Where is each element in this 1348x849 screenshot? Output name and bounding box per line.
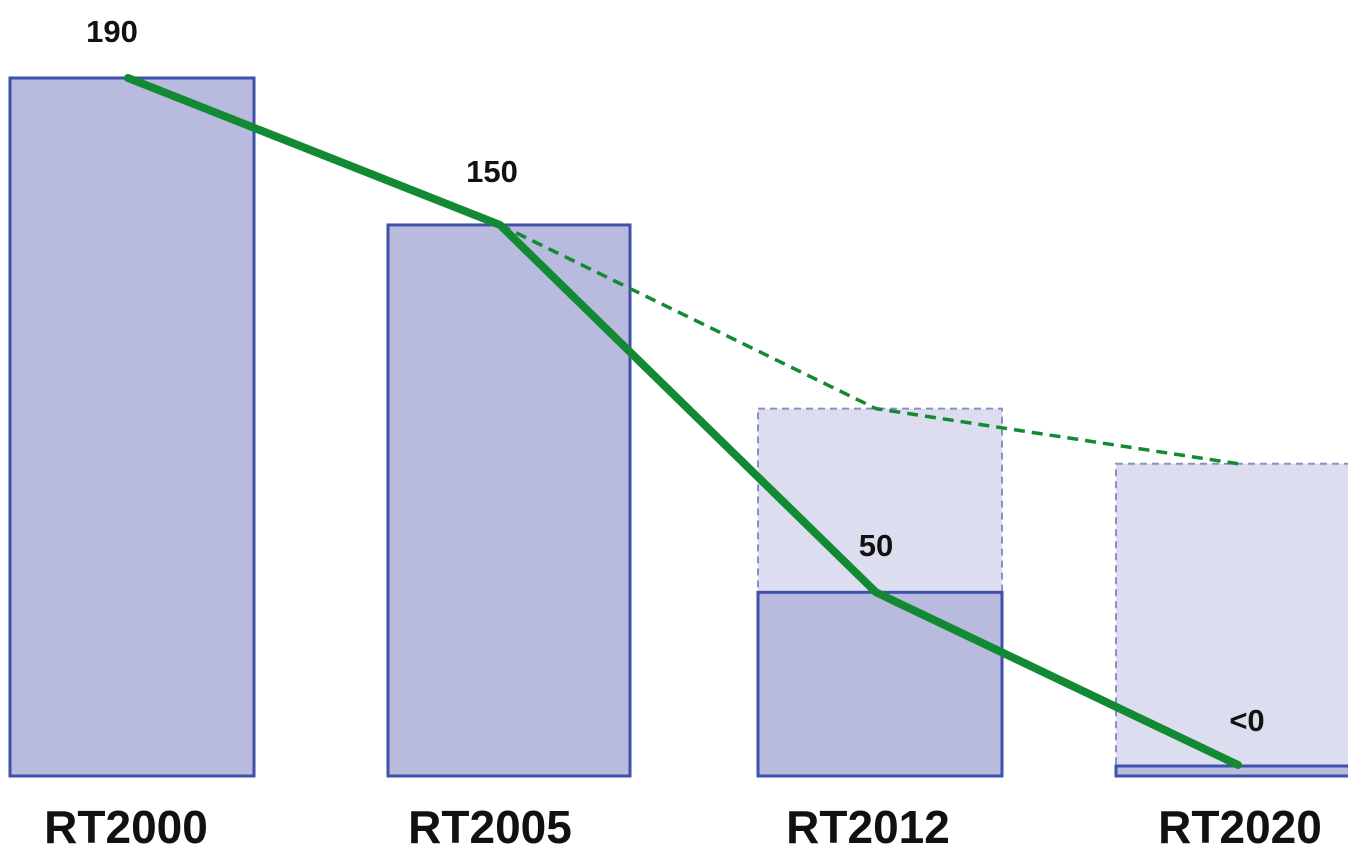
trend-line bbox=[124, 74, 1242, 769]
category-label-rt2012: RT2012 bbox=[786, 801, 950, 849]
category-label-rt2000: RT2000 bbox=[44, 801, 208, 849]
bar-rt2012 bbox=[756, 590, 1004, 778]
bar-rt2020 bbox=[1114, 764, 1348, 778]
data-label-rt2020: <0 bbox=[1229, 703, 1264, 738]
lines bbox=[124, 74, 1242, 769]
category-label-rt2005: RT2005 bbox=[408, 801, 572, 849]
projected-trend-line bbox=[499, 223, 1239, 466]
bar-rt2005 bbox=[386, 223, 632, 778]
data-label-rt2012: 50 bbox=[859, 528, 893, 563]
labels: 190 150 50 <0 RT2000 RT2005 RT2012 RT2020 bbox=[44, 14, 1322, 849]
bar-rt2000 bbox=[8, 76, 256, 778]
category-label-rt2020: RT2020 bbox=[1158, 801, 1322, 849]
data-label-rt2005: 150 bbox=[466, 154, 518, 189]
bars bbox=[8, 76, 1348, 778]
data-label-rt2000: 190 bbox=[86, 14, 138, 49]
